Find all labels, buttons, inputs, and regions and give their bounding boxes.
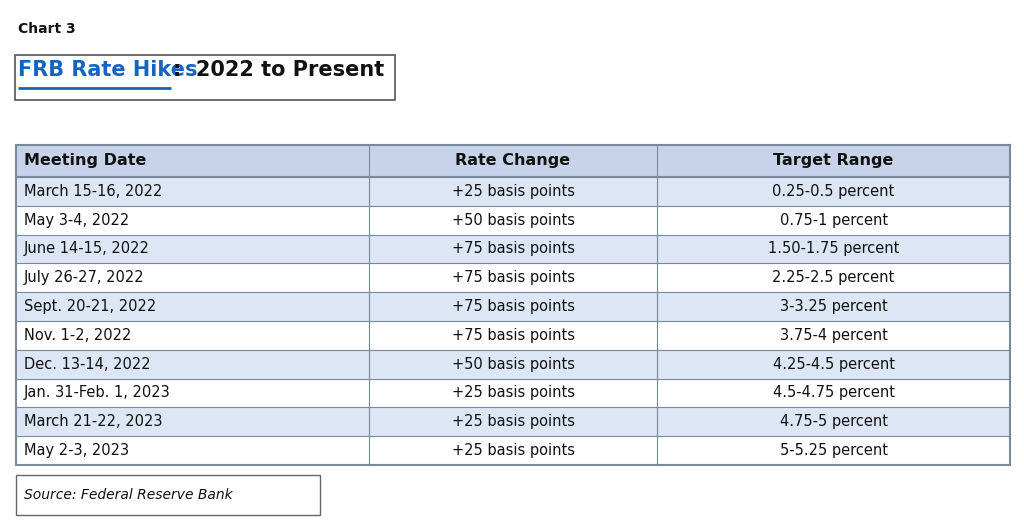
Text: +75 basis points: +75 basis points bbox=[452, 299, 574, 314]
Bar bbox=[16, 379, 1010, 407]
Text: +25 basis points: +25 basis points bbox=[452, 184, 574, 199]
Text: 4.75-5 percent: 4.75-5 percent bbox=[779, 414, 888, 429]
Text: July 26-27, 2022: July 26-27, 2022 bbox=[24, 270, 144, 285]
Text: +75 basis points: +75 basis points bbox=[452, 242, 574, 257]
Bar bbox=[16, 407, 1010, 436]
Bar bbox=[16, 145, 1010, 465]
Bar bbox=[16, 350, 1010, 379]
Text: 4.5-4.75 percent: 4.5-4.75 percent bbox=[772, 385, 895, 401]
Text: May 2-3, 2023: May 2-3, 2023 bbox=[24, 443, 129, 458]
Text: Chart 3: Chart 3 bbox=[18, 22, 76, 36]
Bar bbox=[15, 55, 395, 100]
Text: May 3-4, 2022: May 3-4, 2022 bbox=[24, 213, 129, 228]
Text: +50 basis points: +50 basis points bbox=[452, 213, 574, 228]
Text: :  2022 to Present: : 2022 to Present bbox=[173, 60, 384, 80]
Text: +25 basis points: +25 basis points bbox=[452, 443, 574, 458]
Text: 3-3.25 percent: 3-3.25 percent bbox=[779, 299, 888, 314]
Bar bbox=[16, 321, 1010, 350]
Text: June 14-15, 2022: June 14-15, 2022 bbox=[24, 242, 150, 257]
Text: +75 basis points: +75 basis points bbox=[452, 270, 574, 285]
Text: Jan. 31-Feb. 1, 2023: Jan. 31-Feb. 1, 2023 bbox=[24, 385, 171, 401]
Bar bbox=[16, 206, 1010, 235]
Bar bbox=[16, 145, 1010, 177]
Text: Sept. 20-21, 2022: Sept. 20-21, 2022 bbox=[24, 299, 157, 314]
Text: +50 basis points: +50 basis points bbox=[452, 356, 574, 372]
Text: +75 basis points: +75 basis points bbox=[452, 328, 574, 343]
Text: Source: Federal Reserve Bank: Source: Federal Reserve Bank bbox=[24, 488, 232, 502]
Text: Nov. 1-2, 2022: Nov. 1-2, 2022 bbox=[24, 328, 131, 343]
Text: +25 basis points: +25 basis points bbox=[452, 385, 574, 401]
Text: Meeting Date: Meeting Date bbox=[24, 153, 146, 169]
Bar bbox=[16, 475, 319, 515]
Bar bbox=[16, 264, 1010, 292]
Text: 2.25-2.5 percent: 2.25-2.5 percent bbox=[772, 270, 895, 285]
Text: 0.25-0.5 percent: 0.25-0.5 percent bbox=[772, 184, 895, 199]
Text: 5-5.25 percent: 5-5.25 percent bbox=[779, 443, 888, 458]
Text: +25 basis points: +25 basis points bbox=[452, 414, 574, 429]
Bar bbox=[16, 235, 1010, 264]
Text: 4.25-4.5 percent: 4.25-4.5 percent bbox=[772, 356, 895, 372]
Text: FRB Rate Hikes: FRB Rate Hikes bbox=[18, 60, 198, 80]
Text: Rate Change: Rate Change bbox=[456, 153, 570, 169]
Text: March 21-22, 2023: March 21-22, 2023 bbox=[24, 414, 163, 429]
Text: Target Range: Target Range bbox=[773, 153, 894, 169]
Text: Dec. 13-14, 2022: Dec. 13-14, 2022 bbox=[24, 356, 151, 372]
Text: 0.75-1 percent: 0.75-1 percent bbox=[779, 213, 888, 228]
Bar bbox=[16, 292, 1010, 321]
Text: 1.50-1.75 percent: 1.50-1.75 percent bbox=[768, 242, 899, 257]
Bar bbox=[16, 177, 1010, 206]
Text: 3.75-4 percent: 3.75-4 percent bbox=[779, 328, 888, 343]
Text: March 15-16, 2022: March 15-16, 2022 bbox=[24, 184, 163, 199]
Bar bbox=[16, 436, 1010, 465]
